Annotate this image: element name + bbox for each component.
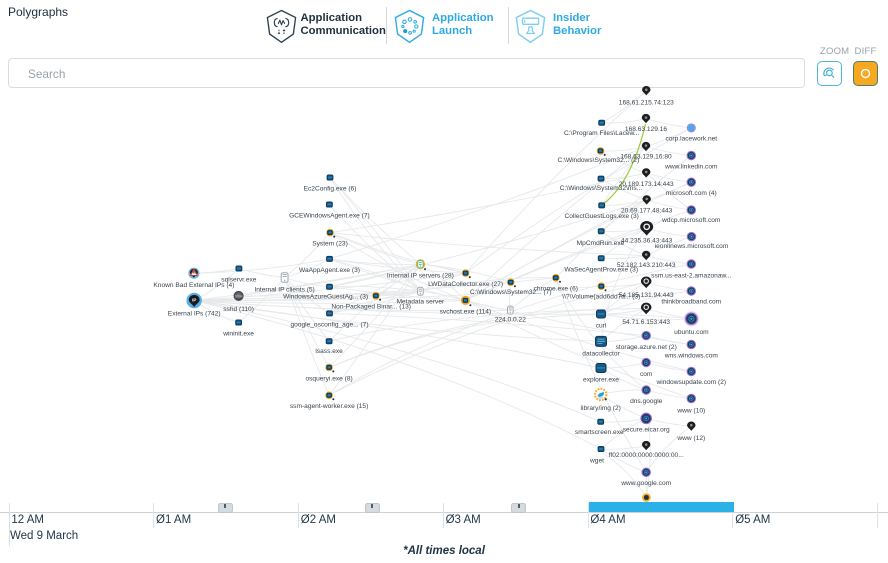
svg-text:MpCmdRun.exe: MpCmdRun.exe xyxy=(577,240,625,247)
svg-text:IP: IP xyxy=(192,297,196,302)
svg-text:google_osconfig_age... (7): google_osconfig_age... (7) xyxy=(290,321,368,328)
svg-text:C:\Windows\System32... (2): C:\Windows\System32... (2) xyxy=(557,157,639,164)
svg-text:chrome.exe (6): chrome.exe (6) xyxy=(534,286,578,293)
svg-text:sshd (110): sshd (110) xyxy=(223,306,254,313)
svg-text:datacollector: datacollector xyxy=(582,351,620,358)
svg-text:storage.azure.net (2): storage.azure.net (2) xyxy=(616,344,677,351)
svg-text:smartscreen.exe: smartscreen.exe xyxy=(575,429,624,436)
svg-text:wdcp.microsoft.com: wdcp.microsoft.com xyxy=(661,217,721,224)
svg-text:ssm.us-east-2.amazonaw...: ssm.us-east-2.amazonaw... xyxy=(651,272,731,279)
svg-text:Ec2Config.exe (6): Ec2Config.exe (6) xyxy=(304,186,357,193)
svg-text:C:\Program Files\Lacew...: C:\Program Files\Lacew... xyxy=(564,130,640,137)
svg-text:wget: wget xyxy=(589,457,604,464)
svg-text:explorer.exe: explorer.exe xyxy=(583,376,619,383)
svg-text:www (10): www (10) xyxy=(676,407,705,414)
svg-text:CollectGuestLogs.exe (3): CollectGuestLogs.exe (3) xyxy=(564,213,638,220)
svg-text:ssm-agent-worker.exe (15): ssm-agent-worker.exe (15) xyxy=(290,403,368,410)
svg-text:168.63.129.16: 168.63.129.16 xyxy=(625,126,668,133)
svg-text:ieonlinews.microsoft.com: ieonlinews.microsoft.com xyxy=(655,243,729,250)
svg-text:corp.lacework.net: corp.lacework.net xyxy=(665,135,717,142)
svg-text:ff02:0000:0000:0000:00...: ff02:0000:0000:0000:00... xyxy=(609,452,684,459)
svg-text:lsass.exe: lsass.exe xyxy=(315,348,343,355)
svg-text:Metadata server: Metadata server xyxy=(397,298,445,305)
svg-text:54.185.131.94:443: 54.185.131.94:443 xyxy=(619,292,674,299)
svg-text:SSH: SSH xyxy=(235,295,243,299)
svg-text:Non-Packaged Binar... (13): Non-Packaged Binar... (13) xyxy=(331,303,411,310)
svg-text:osqueryi.exe (8): osqueryi.exe (8) xyxy=(305,375,352,382)
svg-text:External IPs (742): External IPs (742) xyxy=(168,311,221,318)
svg-text:wns.windows.com: wns.windows.com xyxy=(664,352,719,359)
svg-text:secure.eicar.org: secure.eicar.org xyxy=(623,427,670,434)
svg-text:dns.google: dns.google xyxy=(630,398,663,405)
svg-text:54.71.6.153:443: 54.71.6.153:443 xyxy=(622,319,670,326)
svg-text:ubuntu.com: ubuntu.com xyxy=(674,329,709,336)
svg-text:168.61.215.74:123: 168.61.215.74:123 xyxy=(619,99,674,106)
svg-text:C:\Windows\System32... (7): C:\Windows\System32... (7) xyxy=(470,289,552,296)
svg-text:www.google.com: www.google.com xyxy=(620,480,671,487)
svg-text:WindowsAzureGuestAg... (3): WindowsAzureGuestAg... (3) xyxy=(283,294,368,301)
svg-text:microsoft.com (4): microsoft.com (4) xyxy=(666,190,717,197)
svg-text:com: com xyxy=(640,371,653,378)
svg-text:44.235.36.43:443: 44.235.36.43:443 xyxy=(621,237,673,244)
svg-text:LWDataCollector.exe (27): LWDataCollector.exe (27) xyxy=(428,281,503,288)
svg-text:Known Bad External IPs (4): Known Bad External IPs (4) xyxy=(153,282,234,289)
svg-text:168.63.129.16:80: 168.63.129.16:80 xyxy=(620,154,672,161)
svg-text:52.182.143.210:443: 52.182.143.210:443 xyxy=(617,262,676,269)
svg-text:www.linkedin.com: www.linkedin.com xyxy=(664,164,718,171)
svg-text:20.69.177.48:443: 20.69.177.48:443 xyxy=(621,208,673,215)
svg-text:www (12): www (12) xyxy=(676,435,705,442)
svg-text:\\?\Volume{add6dd7a... (3): \\?\Volume{add6dd7a... (3) xyxy=(562,294,640,301)
svg-text:windowsupdate.com (2): windowsupdate.com (2) xyxy=(655,379,726,386)
svg-text:wininit.exe: wininit.exe xyxy=(222,330,254,337)
svg-text:svchost.exe (114): svchost.exe (114) xyxy=(440,308,492,315)
svg-text:WaSecAgentProv.exe (3): WaSecAgentProv.exe (3) xyxy=(564,267,638,274)
svg-text:thinkbroadband.com: thinkbroadband.com xyxy=(661,299,721,306)
svg-text:WaAppAgent.exe (3): WaAppAgent.exe (3) xyxy=(299,267,360,274)
svg-text:curl: curl xyxy=(596,322,607,329)
svg-text:GCEWindowsAgent.exe (7): GCEWindowsAgent.exe (7) xyxy=(289,213,370,220)
svg-text:20.189.173.14:443: 20.189.173.14:443 xyxy=(619,181,674,188)
svg-text:System (23): System (23) xyxy=(312,241,348,248)
svg-text:224.0.0.22: 224.0.0.22 xyxy=(495,316,526,323)
svg-text:C:\Windows\System32\ms...: C:\Windows\System32\ms... xyxy=(560,185,643,192)
svg-text:Internal IP servers (28): Internal IP servers (28) xyxy=(387,272,454,279)
svg-text:Internal IP clients (5): Internal IP clients (5) xyxy=(254,286,314,293)
svg-text:library/img (2): library/img (2) xyxy=(581,405,621,412)
svg-text:sqlservr.exe: sqlservr.exe xyxy=(221,277,257,284)
